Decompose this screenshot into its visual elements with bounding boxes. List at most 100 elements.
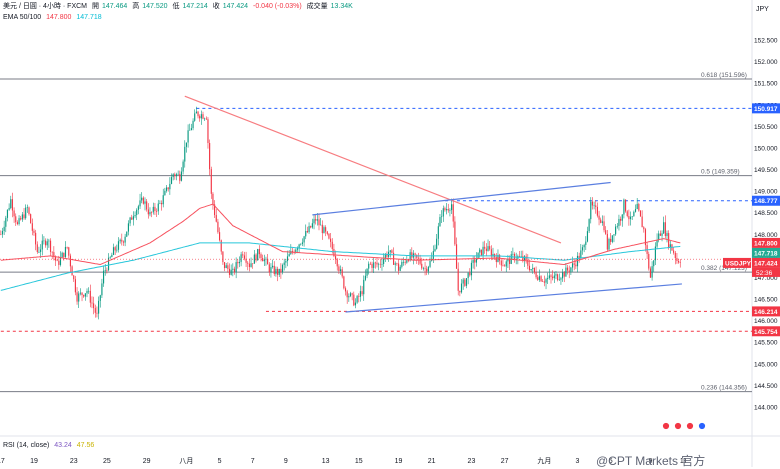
- candle-body: [369, 263, 371, 265]
- candle-body: [270, 267, 272, 273]
- candle-body: [111, 254, 113, 258]
- candle-body: [116, 249, 118, 251]
- candle-body: [222, 251, 224, 263]
- candle-body: [381, 264, 383, 265]
- candle-body: [243, 255, 246, 259]
- candle-body: [348, 296, 350, 298]
- candle-body: [112, 247, 115, 255]
- candle-body: [165, 187, 168, 191]
- candle-body: [109, 257, 111, 258]
- low-value: 147.214: [182, 3, 208, 10]
- candle-body: [562, 272, 564, 279]
- candle-body: [10, 199, 12, 209]
- candle-body: [366, 268, 368, 276]
- candle-body: [43, 240, 45, 242]
- candle-body: [465, 278, 468, 286]
- x-tick-label: 25: [103, 458, 111, 465]
- candle-body: [102, 270, 105, 284]
- candle-body: [389, 250, 391, 252]
- candle-body: [553, 275, 555, 279]
- candle-body: [159, 203, 161, 204]
- x-tick-label: 23: [70, 458, 78, 465]
- candle-body: [633, 211, 635, 217]
- candle-body: [268, 264, 270, 273]
- y-tick-label: 150.500: [754, 124, 778, 131]
- y-tick-label: 152.500: [754, 38, 778, 45]
- candle-body: [114, 247, 116, 251]
- candle-body: [490, 249, 492, 257]
- candle-body: [542, 281, 544, 282]
- y-tick-label: 148.000: [754, 232, 778, 239]
- candle-body: [520, 256, 522, 257]
- candle-body: [679, 262, 681, 263]
- candle-body: [182, 161, 184, 172]
- candle-body: [391, 250, 393, 253]
- candle-body: [334, 256, 337, 260]
- candle-body: [278, 268, 280, 275]
- x-tick-label: 9: [648, 458, 652, 465]
- x-tick-label: 17: [0, 458, 5, 465]
- candle-body: [310, 226, 312, 228]
- candle-body: [315, 219, 317, 221]
- candle-body: [76, 292, 78, 302]
- candle-body: [162, 195, 164, 205]
- candle-body: [522, 256, 524, 261]
- candle-body: [187, 130, 189, 143]
- candle-body: [344, 288, 347, 292]
- candle-body: [444, 208, 446, 211]
- candle-body: [512, 253, 514, 255]
- ema-legend: EMA 50/100 147.800 147.718: [3, 13, 105, 22]
- candle-body: [68, 247, 70, 256]
- candle-body: [64, 246, 67, 257]
- candle-body: [300, 243, 302, 245]
- candle-body: [397, 263, 400, 271]
- candle-body: [658, 233, 660, 240]
- candle-body: [358, 296, 360, 297]
- candle-body: [669, 244, 671, 248]
- candle-body: [634, 209, 637, 212]
- candle-body: [636, 203, 638, 210]
- candle-body: [560, 278, 562, 280]
- x-tick-label: 9: [284, 458, 288, 465]
- candle-body: [242, 254, 244, 256]
- candle-body: [571, 263, 574, 268]
- candle-body: [84, 293, 86, 297]
- candle-body: [306, 231, 308, 233]
- candle-body: [480, 249, 482, 256]
- candle-body: [137, 206, 139, 210]
- candle-body: [232, 268, 234, 270]
- candle-body: [41, 240, 43, 250]
- candle-body: [175, 174, 178, 177]
- candle-body: [124, 236, 126, 243]
- candle-body: [286, 256, 289, 262]
- x-tick-label: 23: [468, 458, 476, 465]
- candle-body: [394, 263, 396, 265]
- candle-body: [547, 278, 549, 280]
- candle-body: [267, 258, 269, 265]
- candle-body: [631, 216, 633, 217]
- current-price-tag: [752, 237, 780, 248]
- candle-body: [489, 246, 491, 250]
- candle-body: [638, 203, 640, 211]
- candle-body: [641, 216, 643, 228]
- candle-body: [139, 200, 141, 207]
- candle-body: [396, 263, 398, 264]
- candle-body: [86, 290, 88, 294]
- event-marker-icon: [662, 422, 670, 430]
- level-price-tag-label: 148.777: [754, 198, 778, 205]
- candle-body: [336, 259, 338, 267]
- candle-body: [557, 274, 559, 281]
- candle-body: [376, 262, 378, 265]
- fib-level-label: 0.618 (151.596): [701, 72, 747, 79]
- candle-body: [601, 221, 603, 223]
- candle-body: [500, 260, 502, 266]
- candle-body: [227, 265, 229, 269]
- candle-body: [5, 217, 7, 227]
- candle-body: [174, 174, 176, 177]
- candle-body: [305, 231, 307, 237]
- candle-body: [119, 239, 121, 242]
- candle-body: [240, 254, 242, 262]
- candle-body: [639, 210, 642, 217]
- candle-body: [605, 230, 607, 234]
